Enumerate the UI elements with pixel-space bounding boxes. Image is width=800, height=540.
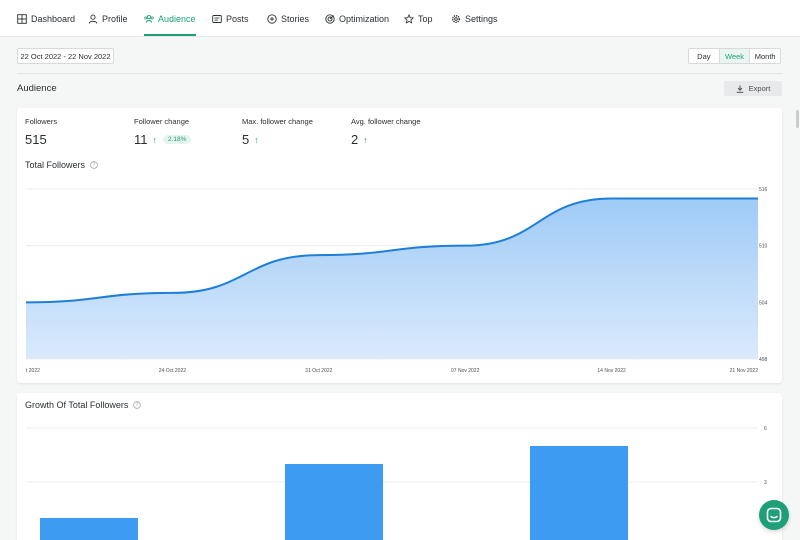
arrow-up-icon: ↑ xyxy=(363,134,368,145)
audience-icon xyxy=(144,14,154,23)
nav-top[interactable]: Top xyxy=(404,0,433,37)
posts-icon xyxy=(212,14,222,23)
chat-icon xyxy=(766,507,782,523)
scrollbar[interactable] xyxy=(796,110,799,128)
star-icon xyxy=(404,13,414,23)
stat-value: 515 xyxy=(25,132,47,147)
nav-profile[interactable]: Profile xyxy=(88,0,128,37)
nav-optimization[interactable]: Optimization xyxy=(325,0,389,37)
stat-label: Max. follower change xyxy=(242,117,313,126)
svg-text:?: ? xyxy=(93,163,96,169)
total-followers-card: Followers 515 Follower change 11 ↑ 2.18%… xyxy=(17,108,782,383)
divider xyxy=(17,73,782,74)
help-icon[interactable]: ? xyxy=(133,401,142,409)
arrow-up-icon: ↑ xyxy=(152,134,158,145)
stat-label: Follower change xyxy=(134,117,190,126)
bar xyxy=(285,464,383,540)
nav-label-optimization: Optimization xyxy=(339,13,390,24)
x-tick-label: 21 Nov 2022 xyxy=(730,368,759,374)
x-tick-label: t 2022 xyxy=(26,368,40,374)
export-label: Export xyxy=(748,84,771,93)
stat-value-row: 11 ↑ 2.18% xyxy=(134,132,192,147)
stat-avg-follower-change: Avg. follower change 2 ↑ xyxy=(351,117,421,147)
nav-label-audience: Audience xyxy=(158,13,196,24)
gear-icon xyxy=(452,14,460,23)
nav-label-profile: Profile xyxy=(102,13,128,24)
nav-audience[interactable]: Audience xyxy=(144,0,196,37)
stat-value: 11 xyxy=(134,132,148,147)
nav-posts[interactable]: Posts xyxy=(212,0,249,37)
user-icon xyxy=(88,14,98,24)
stat-value-row: 2 ↑ xyxy=(351,132,421,147)
nav-label-top: Top xyxy=(418,13,433,24)
x-tick-label: 31 Oct 2022 xyxy=(305,368,332,374)
x-tick-label: 24 Oct 2022 xyxy=(159,368,186,374)
nav-label-settings: Settings xyxy=(465,13,498,24)
stat-followers: Followers 515 xyxy=(25,117,57,147)
change-badge: 2.18% xyxy=(163,135,192,144)
stat-label: Avg. follower change xyxy=(351,117,421,126)
chart-title-text: Total Followers xyxy=(25,160,86,170)
chart-title-text: Growth Of Total Followers xyxy=(25,400,129,410)
stat-value: 5 xyxy=(242,132,250,147)
export-button[interactable]: Export xyxy=(724,81,782,96)
dashboard-icon xyxy=(17,13,27,24)
stat-value-row: 5 ↑ xyxy=(242,132,313,147)
y-tick-label: 510 xyxy=(759,244,768,250)
series-line xyxy=(25,197,758,304)
chat-button[interactable] xyxy=(759,500,789,530)
nav-label-posts: Posts xyxy=(226,13,249,24)
nav-settings[interactable]: Settings xyxy=(451,0,498,37)
area-fill xyxy=(26,198,758,359)
svg-text:?: ? xyxy=(136,403,139,409)
chart-title-growth: Growth Of Total Followers ? xyxy=(25,400,142,410)
total-followers-chart: 516 510 504 498 t 2022 24 Oct 2022 31 Oct 2022… xyxy=(25,187,768,374)
period-week-button[interactable]: Week xyxy=(718,49,751,63)
nav-label-dashboard: Dashboard xyxy=(31,13,76,24)
optimization-icon xyxy=(325,13,335,24)
x-tick-label: 14 Nov 2022 xyxy=(597,368,626,374)
y-tick-label: 498 xyxy=(759,357,768,363)
stat-value: 2 xyxy=(351,132,359,147)
download-icon xyxy=(736,85,743,93)
chart-title-total-followers: Total Followers ? xyxy=(25,160,98,170)
date-range-text: 22 Oct 2022 - 22 Nov 2022 xyxy=(20,51,111,61)
y-tick-label: 3 xyxy=(764,480,767,486)
nav-stories[interactable]: Stories xyxy=(267,0,309,37)
stat-max-follower-change: Max. follower change 5 ↑ xyxy=(242,117,313,147)
nav-dashboard[interactable]: Dashboard xyxy=(17,0,75,37)
date-range-picker[interactable]: 22 Oct 2022 - 22 Nov 2022 xyxy=(17,48,114,64)
bar xyxy=(40,518,138,540)
period-day-button[interactable]: Day xyxy=(697,51,711,61)
top-navigation: Dashboard Profile Audience Posts Stories… xyxy=(0,0,800,37)
nav-label-stories: Stories xyxy=(281,13,310,24)
bar xyxy=(530,446,628,540)
y-tick-label: 6 xyxy=(764,426,767,432)
y-tick-label: 504 xyxy=(759,300,768,306)
section-title: Audience xyxy=(17,83,57,94)
stat-follower-change: Follower change 11 ↑ 2.18% xyxy=(134,117,192,147)
stat-label: Followers xyxy=(25,117,58,126)
period-month-button[interactable]: Month xyxy=(754,51,776,61)
stat-value-row: 515 xyxy=(25,132,57,147)
x-tick-label: 07 Nov 2022 xyxy=(451,368,480,374)
y-tick-label: 516 xyxy=(759,187,768,193)
period-toggle: Day Week Month xyxy=(688,48,781,64)
help-icon[interactable]: ? xyxy=(90,161,98,169)
growth-followers-chart: 63 xyxy=(26,426,767,540)
arrow-up-icon: ↑ xyxy=(254,134,259,145)
stories-icon xyxy=(267,13,277,24)
